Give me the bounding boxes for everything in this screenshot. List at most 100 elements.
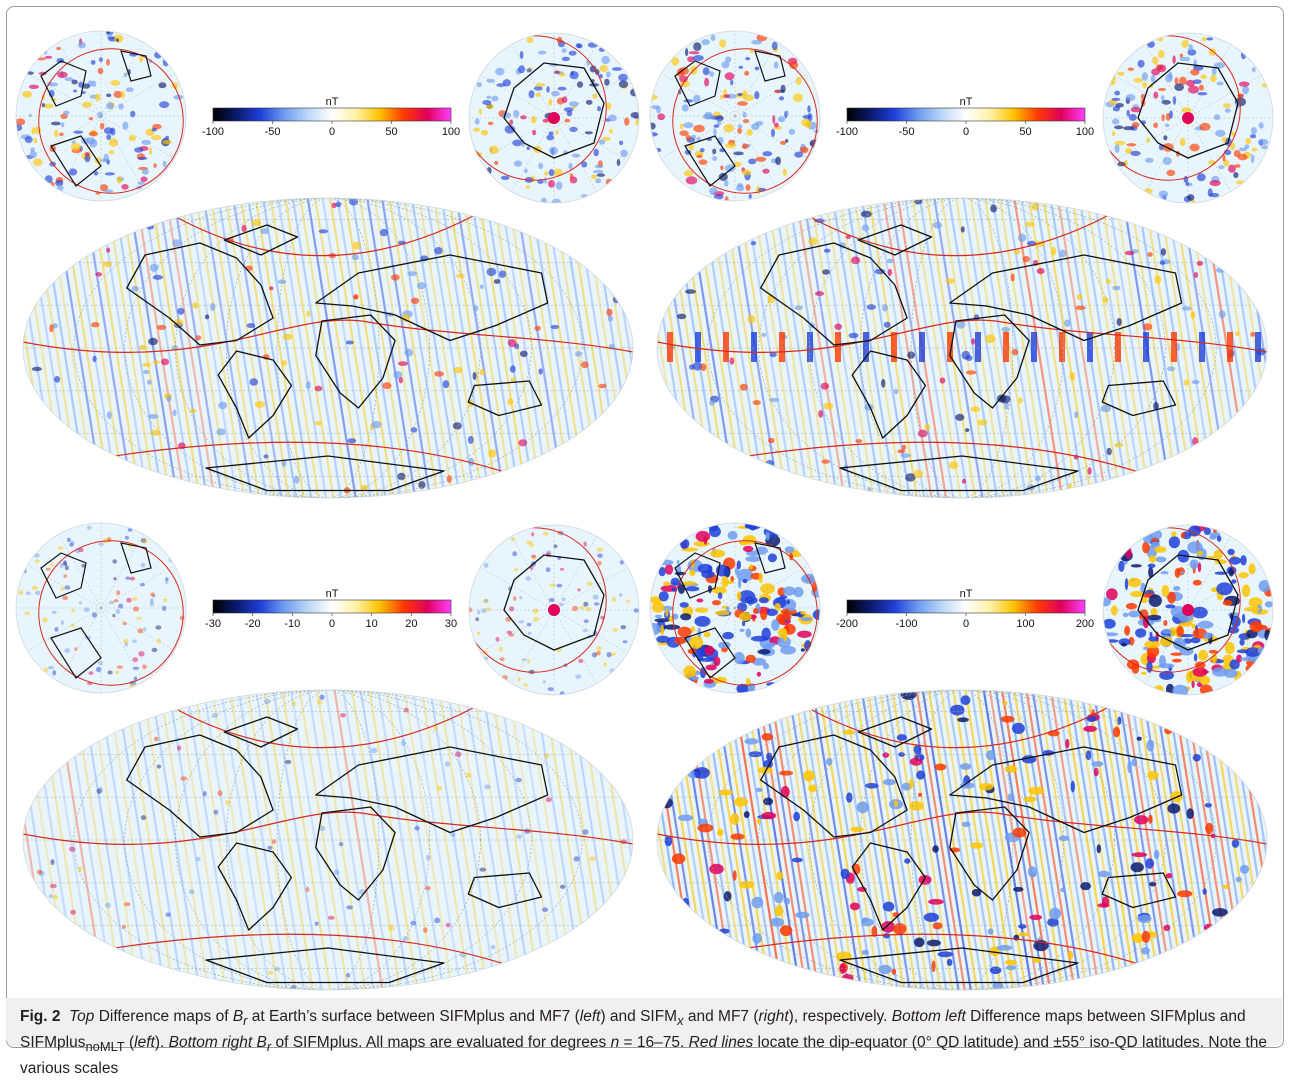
field-anomaly <box>36 869 42 875</box>
polar-anomaly <box>531 532 535 537</box>
polar-anomaly <box>557 86 567 91</box>
field-stripe <box>185 690 236 990</box>
polar-anomaly <box>63 110 70 116</box>
polar-anomaly <box>704 645 715 656</box>
polar-anomaly <box>596 173 606 177</box>
polar-anomaly <box>1168 536 1180 549</box>
polar-anomaly <box>93 171 99 176</box>
polar-anomaly <box>1229 556 1241 565</box>
field-anomaly <box>909 757 923 766</box>
field-stripe <box>472 690 524 990</box>
field-stripe <box>485 198 536 498</box>
polar-anomaly <box>650 596 663 604</box>
polar-anomaly <box>549 146 558 155</box>
field-anomaly <box>434 917 441 924</box>
polar-anomaly <box>723 94 731 98</box>
field-stripe <box>1147 690 1198 990</box>
polar-anomaly <box>1236 649 1249 654</box>
field-anomaly <box>913 744 922 755</box>
field-anomaly <box>1116 318 1122 326</box>
polar-anomaly <box>597 106 602 112</box>
polar-anomaly <box>1171 658 1182 663</box>
polar-anomaly <box>620 149 628 158</box>
field-anomaly <box>545 797 552 803</box>
polar-anomaly <box>1142 81 1148 89</box>
field-anomaly <box>860 210 872 218</box>
polar-anomaly <box>1237 153 1248 161</box>
field-anomaly <box>446 475 452 483</box>
polar-anomaly <box>689 676 700 681</box>
field-anomaly <box>426 854 431 861</box>
field-anomaly <box>153 736 159 742</box>
polar-anomaly <box>73 89 78 93</box>
field-anomaly <box>1105 278 1112 285</box>
polar-anomaly <box>1125 546 1132 559</box>
field-anomaly <box>700 363 707 372</box>
field-anomaly <box>1024 221 1035 227</box>
polar-anomaly <box>765 531 770 541</box>
polar-anomaly <box>82 101 92 108</box>
polar-anomaly <box>693 541 710 547</box>
polar-anomaly <box>780 645 796 655</box>
field-anomaly <box>808 237 818 246</box>
polar-anomaly <box>737 101 748 106</box>
polar-anomaly <box>569 126 578 132</box>
polar-anomaly <box>1174 77 1179 85</box>
field-stripe <box>1007 690 1058 990</box>
polar-anomaly <box>730 575 734 583</box>
colorbar-tick-label: -30 <box>205 618 221 630</box>
polar-anomaly <box>559 567 565 571</box>
polar-anomaly <box>512 139 523 147</box>
polar-anomaly <box>725 164 736 173</box>
field-anomaly <box>861 224 869 232</box>
field-anomaly <box>434 371 445 377</box>
field-anomaly <box>1186 808 1194 819</box>
polar-anomaly <box>622 640 628 644</box>
polar-anomaly <box>657 113 665 121</box>
field-anomaly <box>1131 933 1145 943</box>
field-stripe <box>1114 198 1166 498</box>
polar-anomaly <box>737 92 743 97</box>
polar-anomaly <box>45 567 51 571</box>
south-polar-map-border <box>1102 32 1274 204</box>
field-anomaly <box>766 752 773 761</box>
coastlines <box>126 224 549 492</box>
field-anomaly <box>91 322 100 328</box>
polar-anomaly <box>1213 114 1221 121</box>
field-anomaly <box>692 361 703 371</box>
field-anomaly <box>390 274 400 281</box>
field-anomaly <box>778 770 794 776</box>
coastlines <box>760 716 1183 984</box>
polar-anomaly <box>485 607 492 611</box>
field-anomaly <box>856 801 870 813</box>
field-anomaly <box>189 408 197 414</box>
polar-anomaly <box>1114 90 1121 96</box>
polar-anomaly <box>513 160 523 167</box>
polar-anomaly <box>592 169 604 174</box>
polar-anomaly <box>594 164 604 169</box>
polar-anomaly <box>1216 81 1224 86</box>
polar-anomaly <box>526 68 532 73</box>
polar-anomaly <box>709 187 718 196</box>
colorbar-tick-label: 0 <box>329 126 335 138</box>
field-anomaly <box>1212 908 1228 917</box>
polar-anomaly <box>74 647 78 651</box>
polar-anomaly <box>1169 626 1176 637</box>
field-anomaly <box>1137 914 1152 923</box>
field-anomaly <box>756 818 761 825</box>
polar-anomaly <box>749 564 753 570</box>
field-anomaly <box>195 856 201 862</box>
polar-anomaly <box>660 624 665 636</box>
polar-anomaly <box>1168 71 1173 80</box>
polar-anomaly <box>64 77 74 82</box>
field-anomaly <box>909 801 924 811</box>
field-anomaly <box>664 835 673 847</box>
polar-anomaly <box>748 523 758 531</box>
polar-anomaly <box>116 38 120 42</box>
polar-anomaly <box>1189 143 1200 152</box>
polar-anomaly <box>1151 68 1160 76</box>
graticule-meridian <box>758 198 1166 498</box>
polar-anomaly <box>1153 122 1158 129</box>
polar-anomaly <box>569 101 579 107</box>
polar-anomaly <box>547 687 554 691</box>
